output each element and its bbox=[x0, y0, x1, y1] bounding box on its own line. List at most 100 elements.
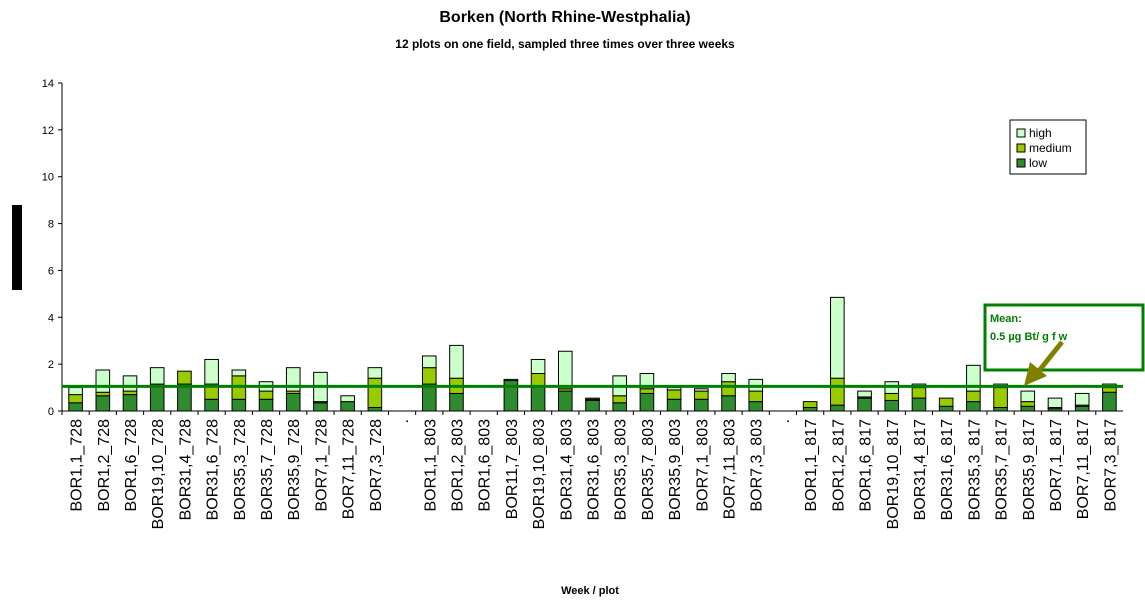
bar-segment bbox=[1074, 405, 1090, 412]
x-tick-label: BOR31,4_817 bbox=[912, 419, 929, 521]
bar-segment bbox=[639, 388, 655, 394]
bar-segment bbox=[938, 405, 954, 412]
x-tick-label: BOR7,1_728 bbox=[313, 419, 330, 512]
bar-segment bbox=[884, 392, 900, 401]
x-tick-label: BOR19,10_817 bbox=[885, 419, 902, 529]
bar-segment bbox=[557, 350, 573, 390]
y-tick-label: 12 bbox=[42, 125, 54, 137]
bar-segment bbox=[721, 381, 736, 397]
bar-segment bbox=[149, 367, 165, 385]
x-tick-label: BOR35,9_817 bbox=[1021, 419, 1038, 521]
bar-segment bbox=[149, 384, 165, 412]
x-tick-label: BOR19,10_803 bbox=[531, 419, 548, 529]
bar-segment bbox=[340, 395, 355, 403]
bar-segment bbox=[666, 389, 682, 400]
chart-title: Borken (North Rhine-Westphalia) bbox=[439, 9, 690, 26]
y-tick-label: 8 bbox=[48, 219, 54, 231]
y-tick-label: 10 bbox=[42, 172, 54, 184]
bar-segment bbox=[421, 383, 437, 412]
legend-swatch bbox=[1016, 158, 1026, 168]
bar-segment bbox=[421, 367, 437, 385]
x-tick-label: BOR35,3_817 bbox=[966, 419, 983, 521]
x-tick-label: BOR35,7_817 bbox=[994, 419, 1011, 521]
bar-segment bbox=[204, 398, 219, 412]
legend-swatch bbox=[1016, 143, 1026, 153]
x-tick-label: BOR31,6_803 bbox=[586, 419, 603, 521]
bar-segment bbox=[612, 395, 628, 404]
bar-segment bbox=[68, 402, 83, 412]
x-tick-label: BOR1,6_803 bbox=[477, 419, 494, 512]
bar-segment bbox=[557, 390, 573, 412]
bar-segment bbox=[1102, 391, 1117, 412]
bar-segment bbox=[367, 377, 383, 408]
legend-label: high bbox=[1029, 126, 1052, 140]
x-tick-label: BOR7,3_803 bbox=[749, 419, 766, 512]
x-tick-label: BOR19,10_728 bbox=[150, 419, 167, 529]
bar-segment bbox=[421, 355, 437, 369]
bar-segment bbox=[285, 392, 301, 412]
x-tick-label: . bbox=[776, 419, 793, 423]
bar-segment bbox=[449, 392, 464, 412]
bar-segment bbox=[938, 397, 954, 407]
bar-segment bbox=[585, 397, 600, 400]
bar-segment bbox=[367, 367, 383, 379]
x-tick-label: BOR1,1_728 bbox=[69, 419, 86, 512]
legend-swatch bbox=[1016, 128, 1026, 138]
bar-segment bbox=[367, 406, 383, 412]
annotation-arrowhead bbox=[1024, 362, 1047, 386]
redacted-y-label bbox=[12, 205, 22, 290]
bar-segment bbox=[802, 406, 818, 412]
bar-segment bbox=[911, 397, 927, 412]
x-tick-label: BOR35,9_803 bbox=[667, 419, 684, 521]
bar-segment bbox=[830, 404, 845, 412]
x-tick-label: BOR35,3_728 bbox=[232, 419, 249, 521]
x-tick-label: BOR1,2_817 bbox=[830, 419, 847, 512]
x-tick-label: BOR1,6_728 bbox=[123, 419, 140, 512]
x-axis-label: Week / plot bbox=[561, 585, 619, 597]
bar-segment bbox=[231, 398, 247, 412]
y-tick-label: 6 bbox=[48, 265, 54, 277]
x-tick-label: BOR7,3_817 bbox=[1102, 419, 1119, 512]
bar-segment bbox=[177, 370, 192, 385]
bar-segment bbox=[313, 402, 328, 412]
bar-segment bbox=[1020, 390, 1036, 403]
bar-segment bbox=[857, 390, 872, 398]
x-tick-label: BOR35,7_728 bbox=[259, 419, 276, 521]
x-tick-label: BOR31,6_817 bbox=[939, 419, 956, 521]
bar-segment bbox=[95, 395, 111, 412]
x-tick-label: BOR1,6_817 bbox=[858, 419, 875, 512]
bar-segment bbox=[340, 401, 355, 412]
bar-segment bbox=[530, 373, 546, 387]
annotation-box bbox=[983, 303, 1145, 372]
bar-segment bbox=[122, 394, 138, 412]
x-tick-label: BOR1,1_817 bbox=[803, 419, 820, 512]
x-tick-label: BOR31,4_803 bbox=[558, 419, 575, 521]
annotation-text: Mean: bbox=[990, 313, 1022, 325]
bar-segment bbox=[585, 399, 600, 412]
x-tick-label: BOR35,9_728 bbox=[286, 419, 303, 521]
bar-segment bbox=[177, 383, 192, 412]
bar-segment bbox=[204, 358, 219, 385]
y-tick-label: 2 bbox=[48, 359, 54, 371]
bar-segment bbox=[966, 364, 981, 392]
chart-subtitle: 12 plots on one field, sampled three tim… bbox=[395, 37, 735, 51]
x-tick-label: BOR11,7_803 bbox=[504, 419, 521, 519]
y-tick-label: 4 bbox=[48, 312, 54, 324]
bar-segment bbox=[68, 394, 83, 404]
bar-segment bbox=[1102, 387, 1117, 393]
y-tick-label: 0 bbox=[48, 406, 54, 418]
bar-segment bbox=[993, 387, 1008, 408]
bar-segment bbox=[530, 385, 546, 412]
x-tick-label: BOR7,1_817 bbox=[1048, 419, 1065, 512]
annotation-arrow bbox=[1036, 340, 1064, 374]
bar-segment bbox=[748, 401, 764, 412]
x-tick-label: BOR1,2_803 bbox=[449, 419, 466, 512]
x-tick-label: BOR31,4_728 bbox=[177, 419, 194, 521]
annotation-text: 0.5 µg Bt/ g f w bbox=[990, 331, 1068, 343]
x-tick-label: . bbox=[395, 419, 412, 423]
bar-segment bbox=[122, 375, 138, 392]
bar-segment bbox=[258, 390, 274, 400]
x-tick-label: BOR1,2_728 bbox=[96, 419, 113, 512]
legend-label: low bbox=[1029, 156, 1047, 170]
bar-segment bbox=[666, 387, 682, 391]
